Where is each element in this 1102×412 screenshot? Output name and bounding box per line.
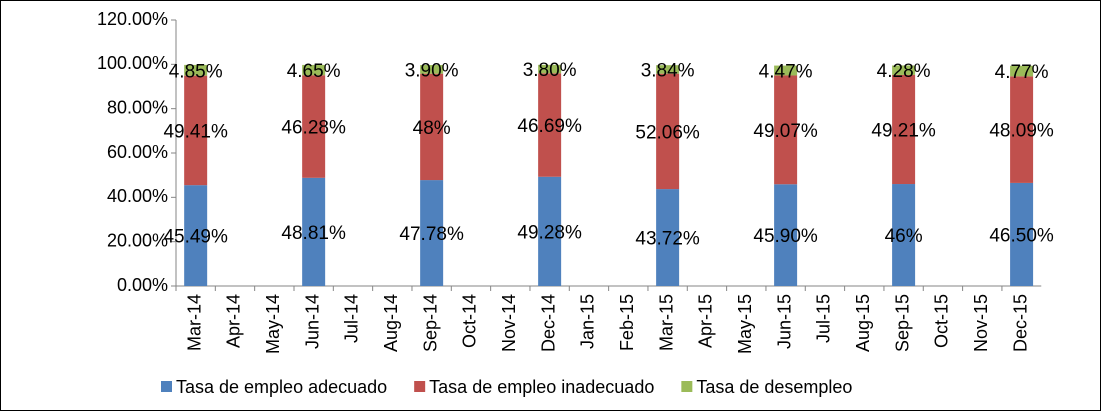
data-label: 45.90%	[753, 226, 818, 247]
bar-segment	[538, 176, 562, 286]
bar-segment	[656, 65, 680, 74]
data-label: 3.80%	[523, 60, 577, 81]
x-tick-label: Feb-15	[617, 294, 637, 351]
bar-segment	[656, 73, 680, 190]
data-label: 46%	[885, 226, 923, 247]
legend-label: Tasa de desempleo	[696, 377, 852, 397]
bar-segment	[774, 65, 798, 76]
data-label: 4.28%	[877, 61, 931, 82]
bar-segment	[184, 185, 208, 286]
bar-segment	[420, 65, 444, 74]
x-tick-label: Aug-15	[853, 294, 873, 352]
x-tick-label: Apr-15	[696, 294, 716, 348]
bar-segment	[1010, 182, 1034, 286]
bar-segment	[892, 74, 916, 185]
data-label: 4.85%	[169, 61, 223, 82]
legend-label: Tasa de empleo inadecuado	[429, 377, 654, 397]
y-tick-label: 60.00%	[107, 142, 168, 162]
data-label: 45.49%	[163, 227, 228, 248]
bar-segment	[538, 73, 562, 177]
data-label: 47.78%	[399, 224, 464, 245]
x-tick-label: Aug-14	[381, 294, 401, 352]
data-label: 48%	[413, 118, 451, 139]
x-tick-label: Jun-14	[302, 294, 322, 349]
y-tick-label: 100.00%	[97, 53, 168, 73]
x-tick-label: Mar-15	[656, 294, 676, 351]
bar-segment	[302, 64, 326, 76]
data-label: 49.41%	[163, 121, 228, 142]
legend-swatch	[414, 381, 426, 392]
legend-label: Tasa de empleo adecuado	[176, 377, 387, 397]
x-tick-label: Apr-14	[224, 294, 244, 348]
data-label: 52.06%	[635, 122, 700, 143]
y-tick-label: 20.00%	[107, 230, 168, 250]
bar-segment	[656, 189, 680, 286]
bar-segment	[892, 184, 916, 286]
x-tick-label: May-14	[263, 294, 283, 354]
bar-segment	[774, 75, 798, 185]
data-label: 4.77%	[995, 62, 1049, 83]
x-tick-label: Dec-14	[538, 294, 558, 352]
x-tick-label: Oct-15	[932, 294, 952, 348]
data-label: 49.07%	[753, 121, 818, 142]
bar-segment	[774, 184, 798, 286]
y-tick-label: 0.00%	[117, 275, 168, 295]
bar-segment	[302, 75, 326, 178]
x-tick-label: Nov-14	[499, 294, 519, 352]
data-label: 43.72%	[635, 229, 700, 250]
legend-swatch	[681, 381, 693, 392]
bar-segment	[892, 65, 916, 75]
data-label: 46.50%	[989, 225, 1054, 246]
bar-segment	[538, 64, 562, 74]
x-tick-label: Jul-14	[342, 294, 362, 343]
x-tick-label: Jul-15	[814, 294, 834, 343]
x-tick-label: Mar-14	[184, 294, 204, 351]
data-label: 3.84%	[641, 60, 695, 81]
data-label: 49.28%	[517, 222, 582, 243]
data-label: 49.21%	[871, 121, 936, 142]
y-tick-label: 120.00%	[97, 9, 168, 29]
data-label: 4.47%	[759, 62, 813, 83]
legend-swatch	[161, 381, 172, 392]
data-label: 48.09%	[989, 121, 1054, 142]
x-tick-label: Sep-15	[892, 294, 912, 352]
bar-segment	[1010, 65, 1034, 77]
x-tick-label: Nov-15	[971, 294, 991, 352]
data-label: 46.69%	[517, 116, 582, 137]
data-label: 4.65%	[287, 61, 341, 82]
bar-segment	[302, 177, 326, 286]
x-tick-label: Jun-15	[774, 294, 794, 349]
bar-segment	[1010, 76, 1034, 183]
x-tick-label: May-15	[735, 294, 755, 354]
bar-segment	[420, 73, 444, 181]
bar-segment	[184, 64, 208, 76]
bar-segment	[184, 75, 208, 186]
x-tick-label: Dec-15	[1010, 294, 1030, 352]
bar-segment	[420, 180, 444, 286]
y-tick-label: 80.00%	[107, 97, 168, 117]
x-tick-label: Oct-14	[460, 294, 480, 348]
x-tick-label: Sep-14	[420, 294, 440, 352]
x-tick-label: Jan-15	[578, 294, 598, 349]
data-label: 3.90%	[405, 60, 459, 81]
data-label: 46.28%	[281, 118, 346, 139]
data-label: 48.81%	[281, 223, 346, 244]
y-tick-label: 40.00%	[107, 186, 168, 206]
